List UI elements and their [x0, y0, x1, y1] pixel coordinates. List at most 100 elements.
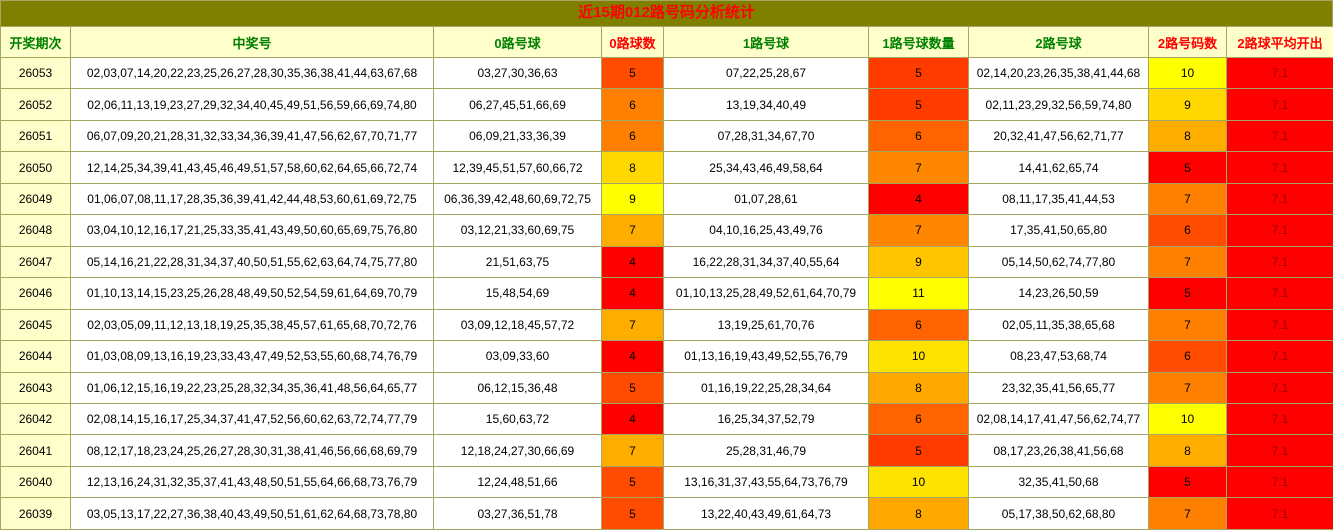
cell-road1_count: 5 — [868, 88, 969, 121]
cell-road1: 01,10,13,25,28,49,52,61,64,70,79 — [663, 277, 869, 310]
cell-road2_count: 9 — [1148, 88, 1227, 121]
table-row: 26047 05,14,16,21,22,28,31,34,37,40,50,51… — [0, 245, 1333, 279]
cell-road2: 14,23,26,50,59 — [968, 277, 1149, 310]
cell-period: 26040 — [0, 465, 71, 499]
table-row: 26052 02,06,11,13,19,23,27,29,32,34,40,45… — [0, 88, 1333, 121]
table-row: 26045 02,03,05,09,11,12,13,18,19,25,35,38… — [0, 308, 1333, 342]
cell-road0_count: 4 — [601, 340, 664, 373]
table-body: 26053 02,03,07,14,20,22,23,25,26,27,28,30… — [0, 56, 1333, 530]
cell-road2: 02,05,11,35,38,65,68 — [968, 308, 1149, 342]
cell-road0: 12,24,48,51,66 — [433, 465, 602, 499]
cell-avg: 7.1 — [1226, 182, 1333, 216]
cell-road1_count: 6 — [868, 308, 969, 342]
cell-road0_count: 6 — [601, 88, 664, 121]
cell-road0: 06,12,15,36,48 — [433, 371, 602, 404]
cell-road1: 16,25,34,37,52,79 — [663, 402, 869, 436]
cell-road2_count: 6 — [1148, 340, 1227, 373]
cell-avg: 7.1 — [1226, 497, 1333, 530]
cell-road0_count: 4 — [601, 402, 664, 436]
table-row: 26042 02,08,14,15,16,17,25,34,37,41,47,52… — [0, 402, 1333, 436]
table-row: 26053 02,03,07,14,20,22,23,25,26,27,28,30… — [0, 56, 1333, 90]
cell-road0: 15,60,63,72 — [433, 402, 602, 436]
cell-road2: 08,11,17,35,41,44,53 — [968, 182, 1149, 216]
cell-road1: 01,07,28,61 — [663, 182, 869, 216]
cell-road2: 14,41,62,65,74 — [968, 151, 1149, 184]
cell-road1_count: 7 — [868, 214, 969, 247]
cell-winning: 01,06,07,08,11,17,28,35,36,39,41,42,44,4… — [70, 182, 434, 216]
cell-road2_count: 5 — [1148, 465, 1227, 499]
cell-period: 26051 — [0, 119, 71, 153]
cell-road2_count: 5 — [1148, 151, 1227, 184]
cell-road2: 02,08,14,17,41,47,56,62,74,77 — [968, 402, 1149, 436]
cell-road1_count: 5 — [868, 434, 969, 467]
cell-road1_count: 10 — [868, 465, 969, 499]
cell-avg: 7.1 — [1226, 434, 1333, 467]
cell-period: 26047 — [0, 245, 71, 279]
cell-period: 26046 — [0, 277, 71, 310]
col-header-winning: 中奖号 — [70, 26, 434, 58]
cell-road2_count: 7 — [1148, 245, 1227, 279]
table-row: 26051 06,07,09,20,21,28,31,32,33,34,36,39… — [0, 119, 1333, 153]
cell-road2_count: 6 — [1148, 214, 1227, 247]
cell-avg: 7.1 — [1226, 465, 1333, 499]
cell-road1: 01,13,16,19,43,49,52,55,76,79 — [663, 340, 869, 373]
cell-avg: 7.1 — [1226, 340, 1333, 373]
cell-winning: 02,03,05,09,11,12,13,18,19,25,35,38,45,5… — [70, 308, 434, 342]
cell-road2: 23,32,35,41,56,65,77 — [968, 371, 1149, 404]
cell-road0: 12,18,24,27,30,66,69 — [433, 434, 602, 467]
cell-winning: 02,03,07,14,20,22,23,25,26,27,28,30,35,3… — [70, 56, 434, 90]
cell-avg: 7.1 — [1226, 402, 1333, 436]
cell-road1: 13,19,34,40,49 — [663, 88, 869, 121]
col-header-road2_count: 2路号码数 — [1148, 26, 1227, 58]
cell-road1: 07,22,25,28,67 — [663, 56, 869, 90]
cell-period: 26043 — [0, 371, 71, 404]
cell-road0: 03,27,30,36,63 — [433, 56, 602, 90]
cell-road2: 20,32,41,47,56,62,71,77 — [968, 119, 1149, 153]
cell-road0_count: 7 — [601, 308, 664, 342]
page-title: 近15期012路号码分析统计 — [0, 0, 1333, 26]
col-header-road0: 0路号球 — [433, 26, 602, 58]
cell-period: 26050 — [0, 151, 71, 184]
cell-road2_count: 7 — [1148, 308, 1227, 342]
cell-road1: 13,19,25,61,70,76 — [663, 308, 869, 342]
cell-winning: 01,03,08,09,13,16,19,23,33,43,47,49,52,5… — [70, 340, 434, 373]
cell-road2_count: 8 — [1148, 119, 1227, 153]
cell-road0_count: 6 — [601, 119, 664, 153]
table-row: 26043 01,06,12,15,16,19,22,23,25,28,32,34… — [0, 371, 1333, 404]
cell-avg: 7.1 — [1226, 119, 1333, 153]
cell-road1_count: 4 — [868, 182, 969, 216]
cell-winning: 12,14,25,34,39,41,43,45,46,49,51,57,58,6… — [70, 151, 434, 184]
cell-period: 26053 — [0, 56, 71, 90]
cell-road2: 02,14,20,23,26,35,38,41,44,68 — [968, 56, 1149, 90]
cell-road1_count: 6 — [868, 119, 969, 153]
cell-period: 26048 — [0, 214, 71, 247]
col-header-road0_count: 0路球数 — [601, 26, 664, 58]
cell-avg: 7.1 — [1226, 308, 1333, 342]
cell-road1: 13,16,31,37,43,55,64,73,76,79 — [663, 465, 869, 499]
cell-winning: 01,10,13,14,15,23,25,26,28,48,49,50,52,5… — [70, 277, 434, 310]
cell-avg: 7.1 — [1226, 371, 1333, 404]
cell-winning: 02,06,11,13,19,23,27,29,32,34,40,45,49,5… — [70, 88, 434, 121]
cell-road2_count: 7 — [1148, 497, 1227, 530]
cell-road0: 06,09,21,33,36,39 — [433, 119, 602, 153]
cell-avg: 7.1 — [1226, 88, 1333, 121]
col-header-road1: 1路号球 — [663, 26, 869, 58]
cell-road2_count: 7 — [1148, 371, 1227, 404]
cell-road2_count: 5 — [1148, 277, 1227, 310]
cell-road1: 25,28,31,46,79 — [663, 434, 869, 467]
col-header-road2: 2路号球 — [968, 26, 1149, 58]
table-row: 26049 01,06,07,08,11,17,28,35,36,39,41,42… — [0, 182, 1333, 216]
table-row: 26050 12,14,25,34,39,41,43,45,46,49,51,57… — [0, 151, 1333, 184]
cell-road0_count: 8 — [601, 151, 664, 184]
cell-road0_count: 5 — [601, 465, 664, 499]
cell-road1_count: 10 — [868, 340, 969, 373]
cell-winning: 06,07,09,20,21,28,31,32,33,34,36,39,41,4… — [70, 119, 434, 153]
cell-road0: 15,48,54,69 — [433, 277, 602, 310]
cell-road0: 21,51,63,75 — [433, 245, 602, 279]
cell-road0_count: 5 — [601, 371, 664, 404]
cell-road0: 06,36,39,42,48,60,69,72,75 — [433, 182, 602, 216]
cell-period: 26052 — [0, 88, 71, 121]
cell-road2: 05,17,38,50,62,68,80 — [968, 497, 1149, 530]
cell-road1: 01,16,19,22,25,28,34,64 — [663, 371, 869, 404]
